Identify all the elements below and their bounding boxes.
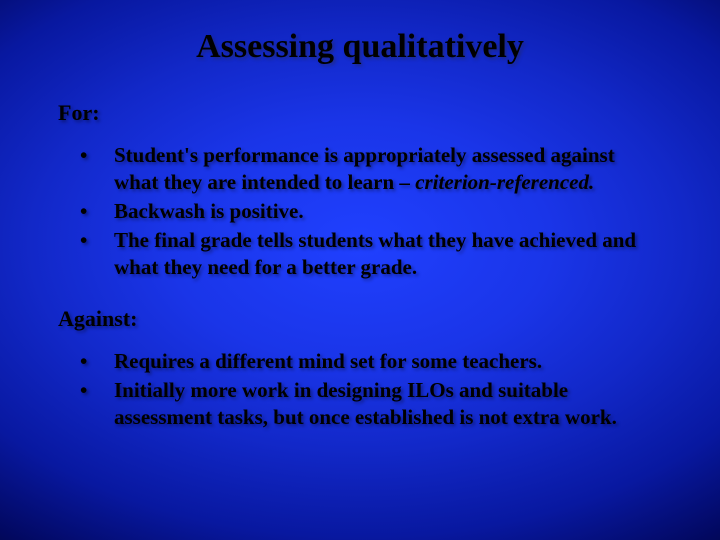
bullet-text: Backwash is positive.: [114, 198, 662, 225]
bullet-text: The final grade tells students what they…: [114, 227, 662, 281]
slide: Assessing qualitatively For: • Student's…: [0, 0, 720, 540]
bullet-text: Requires a different mind set for some t…: [114, 348, 662, 375]
list-item: • The final grade tells students what th…: [80, 227, 662, 281]
bullet-text: Student's performance is appropriately a…: [114, 142, 662, 196]
bullet-icon: •: [80, 227, 114, 254]
bullet-icon: •: [80, 377, 114, 404]
section-for-label: For:: [58, 100, 662, 126]
section-for-bullets: • Student's performance is appropriately…: [80, 142, 662, 280]
bullet-text: Initially more work in designing ILOs an…: [114, 377, 662, 431]
slide-title: Assessing qualitatively: [58, 28, 662, 66]
section-against-label: Against:: [58, 306, 662, 332]
bullet-icon: •: [80, 198, 114, 225]
list-item: • Requires a different mind set for some…: [80, 348, 662, 375]
bullet-icon: •: [80, 348, 114, 375]
list-item: • Student's performance is appropriately…: [80, 142, 662, 196]
bullet-icon: •: [80, 142, 114, 169]
list-item: • Initially more work in designing ILOs …: [80, 377, 662, 431]
section-against-bullets: • Requires a different mind set for some…: [80, 348, 662, 431]
list-item: • Backwash is positive.: [80, 198, 662, 225]
